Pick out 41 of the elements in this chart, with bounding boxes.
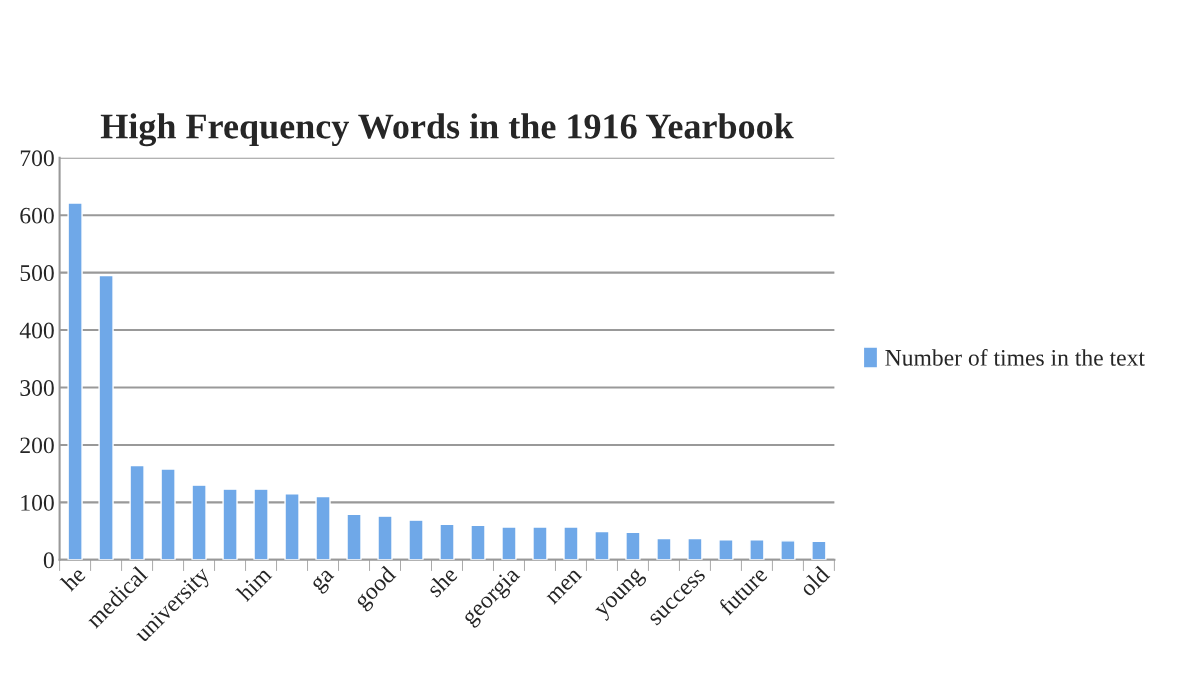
- chart-title: High Frequency Words in the 1916 Yearbook: [100, 113, 794, 147]
- bar: [625, 531, 641, 560]
- y-tick-label: 400: [19, 322, 54, 339]
- bar: [687, 537, 703, 560]
- bar: [67, 202, 83, 560]
- x-tick-label: old: [798, 564, 831, 598]
- bar: [346, 513, 362, 560]
- x-tick-label: he: [59, 565, 87, 592]
- y-tick-label: 500: [20, 265, 54, 282]
- x-tick-label: she: [425, 565, 459, 598]
- bar: [532, 526, 548, 560]
- y-tick-label: 300: [20, 379, 54, 396]
- legend-label: Number of times in the text: [885, 348, 1145, 366]
- y-tick-label: 700: [20, 150, 54, 167]
- y-tick-label: 200: [20, 437, 54, 454]
- x-tick-label: him: [235, 564, 273, 603]
- bar: [129, 464, 145, 560]
- bar: [160, 468, 176, 560]
- bar: [563, 526, 579, 560]
- bar: [315, 495, 331, 560]
- bar: [501, 526, 517, 560]
- y-tick-label: 0: [43, 552, 54, 569]
- bar: [439, 523, 455, 560]
- bar: [811, 540, 827, 560]
- x-tick-label: ga: [310, 567, 338, 595]
- bar: [718, 538, 734, 560]
- bar: [222, 488, 238, 560]
- y-tick-label: 100: [21, 494, 54, 511]
- y-tick-label: 600: [20, 207, 54, 224]
- x-tick-label: men: [546, 568, 583, 605]
- bar: [191, 484, 207, 560]
- bar: [470, 524, 486, 560]
- bar: [253, 488, 269, 560]
- bar: [98, 274, 114, 560]
- bar: [594, 530, 610, 560]
- bar: [749, 538, 765, 560]
- bar: [284, 493, 300, 560]
- bar: [780, 540, 796, 560]
- bar: [377, 515, 393, 560]
- bar: [656, 537, 672, 560]
- bar: [408, 519, 424, 560]
